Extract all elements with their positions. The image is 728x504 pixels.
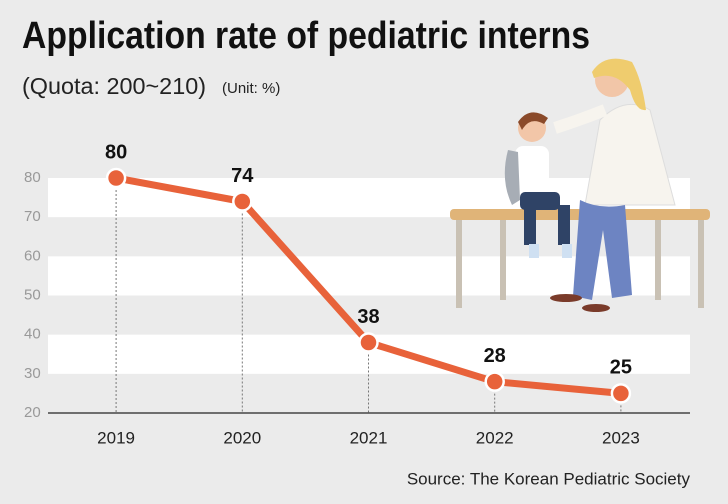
y-tick-label: 50 [24,286,41,303]
y-tick-label: 20 [24,404,41,421]
y-tick-label: 80 [24,169,41,186]
value-label: 38 [357,306,379,328]
unit: (Unit: %) [222,80,280,97]
value-label: 28 [484,345,506,367]
plot: 20 30 40 50 60 70 80 80 2019 74 2020 38 2021 28 2022 25… [24,141,640,447]
point [232,191,253,212]
subtitle: (Quota: 200~210) [22,73,206,99]
point [610,383,632,404]
y-tick-label: 60 [24,247,41,264]
point [358,332,379,353]
illustration [450,58,710,312]
x-tick-label: 2023 [602,428,640,447]
value-label: 25 [610,357,632,379]
point [105,167,127,189]
y-tick-label: 30 [24,365,41,382]
point [484,371,505,392]
x-tick-label: 2020 [223,428,261,447]
value-label: 74 [231,165,254,187]
x-tick-label: 2022 [476,428,514,447]
source: Source: The Korean Pediatric Society [407,469,691,488]
y-tick-label: 70 [24,208,41,225]
value-label: 80 [105,141,127,163]
x-tick-label: 2021 [350,428,388,447]
chart-title: Application rate of pediatric interns [22,15,590,57]
y-tick-label: 40 [24,326,41,343]
x-tick-label: 2019 [97,428,135,447]
